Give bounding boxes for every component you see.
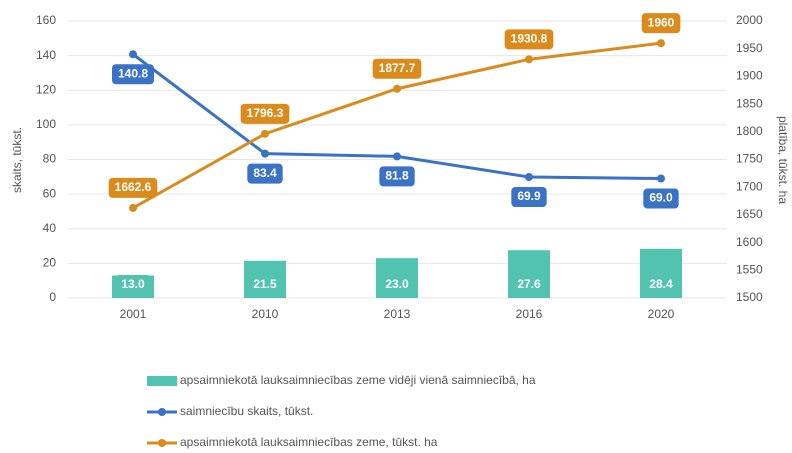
y2-tick-label: 2000: [736, 13, 763, 27]
data-label: 1877.7: [379, 61, 416, 75]
data-label-bg: [247, 275, 283, 295]
data-label: 69.9: [517, 189, 541, 203]
y-tick-label: 100: [36, 117, 56, 131]
data-label: 1662.6: [115, 180, 152, 194]
data-label-bg: [511, 186, 547, 207]
data-label-bg: [372, 58, 422, 79]
data-label: 83.4: [253, 166, 277, 180]
y2-tick-label: 1600: [736, 235, 763, 249]
point: [261, 129, 269, 138]
x-tick-label: 2001: [120, 307, 147, 321]
legend-marker: [147, 376, 177, 386]
y-tick-label: 160: [36, 13, 56, 27]
point: [657, 39, 665, 48]
y-tick-label: 60: [43, 186, 57, 200]
y2-tick-label: 1550: [736, 262, 763, 276]
point: [525, 172, 533, 181]
y2-tick-label: 1700: [736, 179, 763, 193]
legend-label: saimniecību skaits, tūkst.: [180, 404, 313, 418]
x-tick-label: 2020: [648, 307, 675, 321]
data-label: 27.6: [517, 277, 541, 291]
data-label: 81.8: [385, 169, 409, 183]
point: [129, 203, 137, 212]
y-tick-label: 80: [43, 152, 57, 166]
point: [657, 174, 665, 183]
y2-tick-label: 1850: [736, 96, 763, 110]
data-label-bg: [643, 275, 679, 295]
point: [393, 152, 401, 161]
point: [129, 50, 137, 59]
y-tick-label: 140: [36, 48, 56, 62]
data-label-bg: [641, 13, 681, 34]
data-label: 1960: [648, 15, 675, 29]
y2-tick-label: 1800: [736, 124, 763, 138]
data-label: 23.0: [385, 277, 409, 291]
data-label-bg: [379, 166, 415, 187]
y2-tick-label: 1750: [736, 152, 763, 166]
x-tick-label: 2013: [384, 307, 411, 321]
data-label-bg: [108, 177, 158, 198]
data-label-bg: [247, 163, 283, 184]
data-label-bg: [511, 275, 547, 295]
data-label-bg: [111, 64, 155, 85]
point: [525, 55, 533, 64]
x-tick-label: 2010: [252, 307, 279, 321]
legend-label: apsaimniekotā lauksaimniecības zeme vidē…: [180, 373, 536, 387]
data-label: 21.5: [253, 277, 277, 291]
data-label: 140.8: [118, 66, 148, 80]
y2-tick-label: 1950: [736, 41, 763, 55]
y2-tick-label: 1500: [736, 290, 763, 304]
y-tick-label: 120: [36, 82, 56, 96]
data-label: 1930.8: [511, 32, 548, 46]
y2-tick-label: 1900: [736, 69, 763, 83]
legend-marker: [158, 439, 166, 447]
data-label-bg: [643, 188, 679, 209]
legend-label: apsaimniekotā lauksaimniecības zeme, tūk…: [180, 435, 438, 449]
data-label: 69.0: [649, 191, 673, 205]
data-label-bg: [115, 275, 151, 295]
data-label: 28.4: [649, 277, 673, 291]
y-tick-label: 20: [43, 256, 57, 270]
y-axis-label: skaits, tūkst.: [10, 127, 24, 193]
data-label-bg: [379, 275, 415, 295]
y-tick-label: 40: [43, 221, 57, 235]
data-label: 13.0: [121, 277, 145, 291]
y-tick-label: 0: [49, 290, 56, 304]
data-label: 1796.3: [247, 106, 284, 120]
y2-axis-label: platība, tūkst. ha: [776, 116, 790, 204]
data-label-bg: [240, 103, 290, 124]
y2-tick-label: 1650: [736, 207, 763, 221]
x-tick-label: 2016: [516, 307, 543, 321]
point: [261, 149, 269, 158]
data-label-bg: [504, 29, 554, 50]
point: [393, 84, 401, 93]
legend-marker: [158, 408, 166, 416]
